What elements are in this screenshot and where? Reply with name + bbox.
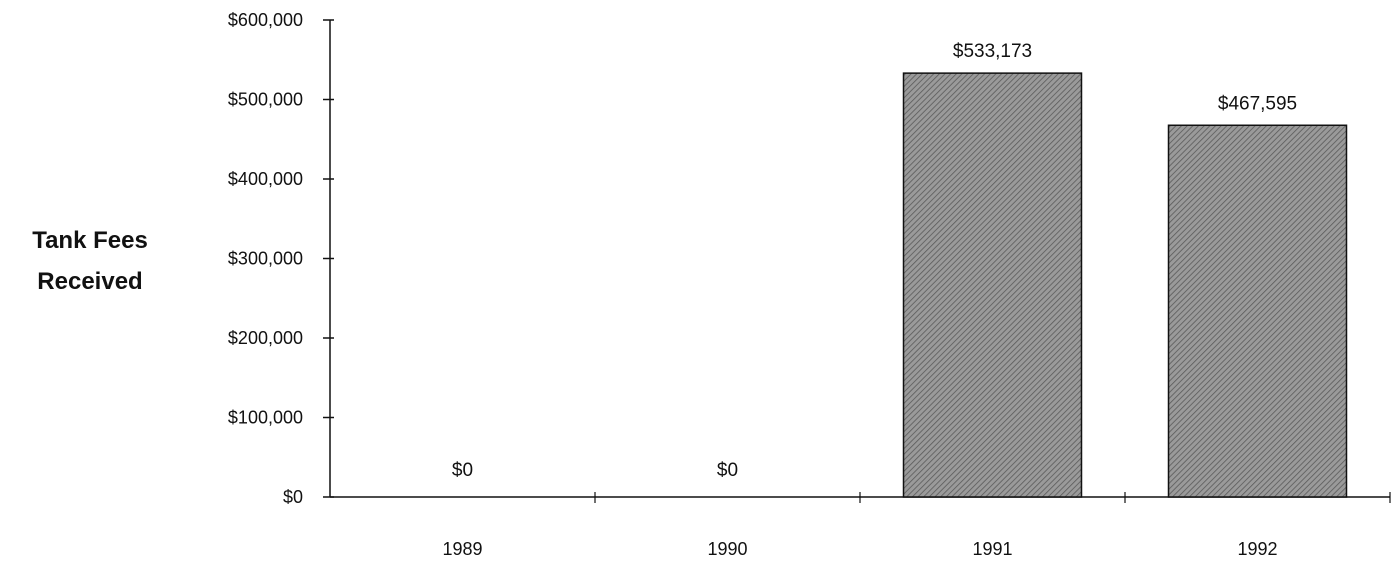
y-tick-label: $400,000 xyxy=(228,169,303,189)
x-tick-label: 1991 xyxy=(972,539,1012,559)
bar xyxy=(902,72,1083,498)
data-label: $0 xyxy=(452,460,473,481)
x-tick-label: 1989 xyxy=(442,539,482,559)
data-label: $467,595 xyxy=(1218,93,1297,114)
data-label: $533,173 xyxy=(953,41,1032,62)
y-axis-label: Tank Fees Received xyxy=(32,227,148,295)
y-tick-label: $600,000 xyxy=(228,10,303,30)
y-axis-label-line-1: Tank Fees xyxy=(32,227,148,254)
y-tick-label: $100,000 xyxy=(228,408,303,428)
data-label: $0 xyxy=(717,460,738,481)
x-tick-label: 1990 xyxy=(707,539,747,559)
y-tick-label: $0 xyxy=(283,487,303,507)
bar xyxy=(1167,124,1348,498)
x-tick-label: 1992 xyxy=(1237,539,1277,559)
y-tick-label: $300,000 xyxy=(228,249,303,269)
x-ticks: 1989 1990 1991 1992 xyxy=(442,492,1391,559)
y-axis-label-line-2: Received xyxy=(37,268,142,295)
data-labels: $0 $0 $533,173 $467,595 xyxy=(452,41,1297,481)
y-tick-label: $500,000 xyxy=(228,90,303,110)
bars xyxy=(902,72,1348,498)
y-tick-label: $200,000 xyxy=(228,328,303,348)
y-ticks: $0 $100,000 $200,000 $300,000 $400,000 $500,0… xyxy=(228,10,334,507)
